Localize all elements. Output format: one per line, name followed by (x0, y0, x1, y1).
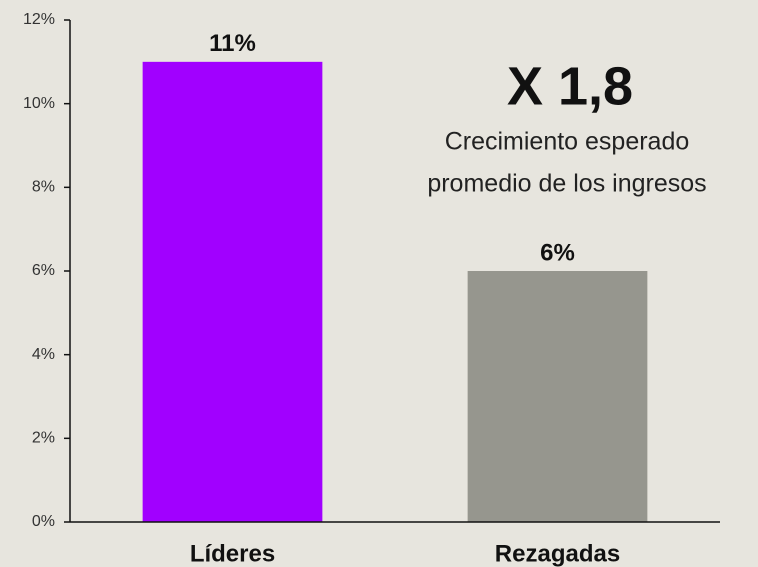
bar (142, 61, 323, 522)
bar (467, 271, 648, 522)
y-tick-label: 6% (32, 262, 55, 279)
value-label: 6% (540, 239, 575, 266)
y-tick-label: 8% (32, 179, 55, 196)
x-tick-label: Líderes (190, 540, 275, 567)
x-tick-label: Rezagadas (495, 540, 620, 567)
y-tick-label: 2% (32, 430, 55, 447)
y-tick-label: 12% (23, 11, 55, 28)
annotation-headline: X 1,8 (507, 56, 633, 116)
y-tick-label: 0% (32, 513, 55, 530)
annotation-line: promedio de los ingresos (427, 170, 706, 198)
y-tick-label: 10% (23, 95, 55, 112)
value-label: 11% (209, 30, 256, 57)
annotation-line: Crecimiento esperado (445, 128, 690, 156)
y-tick-label: 4% (32, 346, 55, 363)
